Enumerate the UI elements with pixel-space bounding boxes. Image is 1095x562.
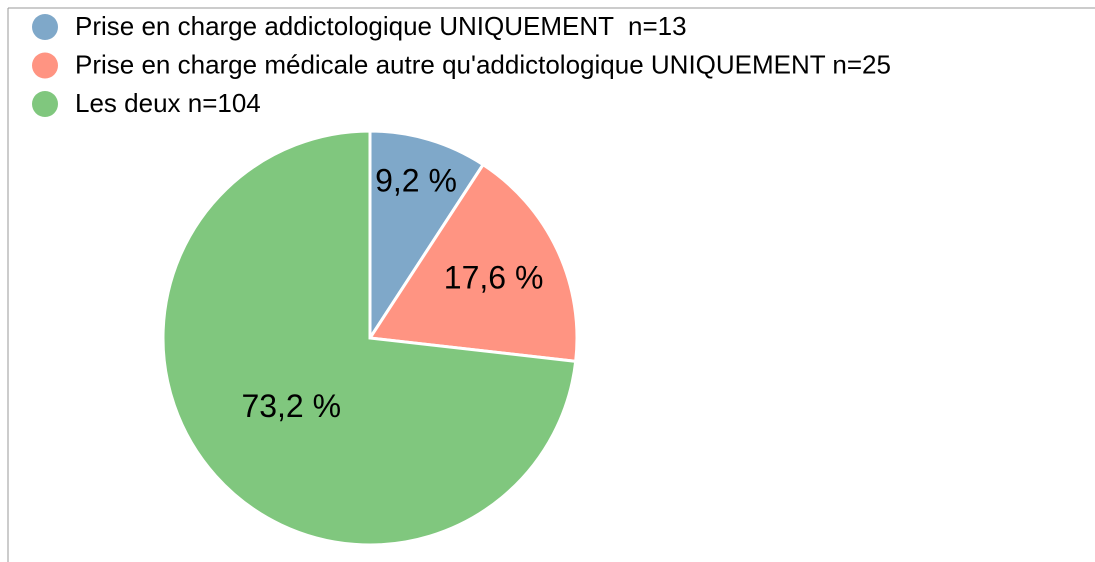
slice-label: 73,2 % bbox=[241, 388, 341, 424]
slice-label: 9,2 % bbox=[375, 163, 457, 199]
legend-swatch bbox=[32, 14, 58, 40]
pie-slice bbox=[367, 162, 579, 364]
legend-label: Prise en charge addictologique UNIQUEMEN… bbox=[75, 11, 687, 41]
legend-label: Prise en charge médicale autre qu'addict… bbox=[75, 49, 891, 79]
pie-slice bbox=[161, 129, 578, 547]
legend-label: Les deux n=104 bbox=[75, 88, 261, 118]
slice-label: 17,6 % bbox=[444, 259, 544, 295]
legend-swatch bbox=[32, 91, 58, 117]
legend-swatch bbox=[32, 52, 58, 79]
pie-slice bbox=[368, 129, 486, 344]
